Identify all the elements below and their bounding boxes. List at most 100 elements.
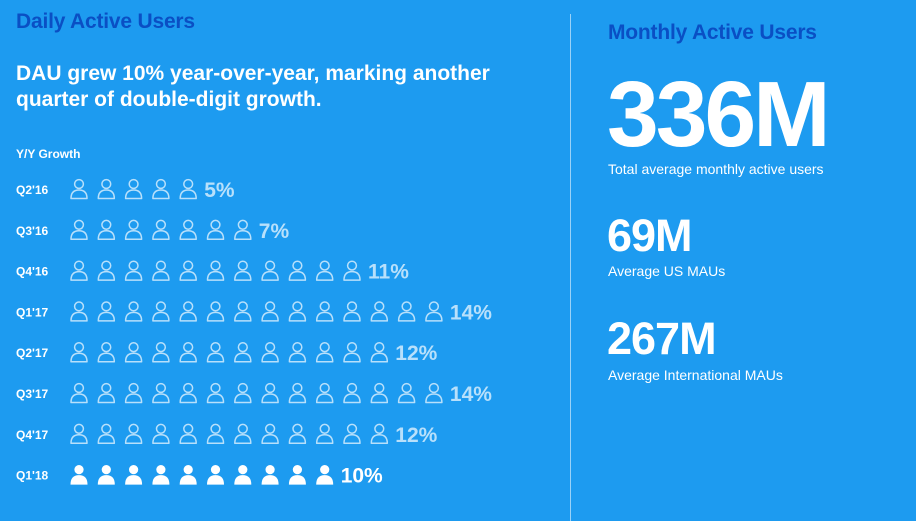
person-icon [288, 465, 306, 485]
person-icon [315, 342, 334, 363]
mau-section-title: Monthly Active Users [608, 21, 817, 44]
person-icon [234, 342, 252, 363]
person-icon [70, 178, 88, 200]
person-icon [152, 260, 170, 281]
person-icon [234, 301, 252, 322]
person-icon [97, 260, 116, 281]
person-icon [124, 178, 143, 200]
person-icon [124, 342, 143, 363]
person-icon [97, 301, 116, 322]
mau-intl-label: Average International MAUs [608, 367, 783, 383]
person-icon [370, 382, 389, 404]
person-icon [397, 382, 416, 404]
person-icon [234, 382, 252, 404]
category-label: Q2'16 [16, 183, 49, 197]
person-icon [152, 301, 170, 322]
person-icon [288, 342, 307, 363]
person-icon [315, 382, 334, 404]
person-icon [152, 178, 170, 200]
person-icon [370, 423, 389, 445]
person-icon [97, 382, 116, 404]
person-icon [425, 301, 443, 322]
chart-row: Q3'16 7% [16, 219, 290, 243]
person-icon [207, 465, 224, 485]
person-icon [70, 260, 88, 281]
value-label: 10% [341, 465, 383, 488]
person-icon [97, 342, 116, 363]
mau-intl-value: 267M [607, 313, 717, 364]
person-icon [70, 301, 88, 322]
mau-us-value: 69M [607, 210, 693, 261]
person-icon [234, 219, 252, 241]
person-icon [206, 219, 225, 241]
person-icon [97, 465, 115, 485]
category-label: Q3'17 [16, 387, 49, 401]
section-divider [570, 14, 571, 521]
chart-row: Q1'18 10% [16, 465, 383, 488]
person-icon [97, 423, 116, 445]
mau-us-label: Average US MAUs [608, 263, 726, 279]
person-icon [343, 382, 361, 404]
person-icon [261, 301, 279, 322]
person-icon [97, 219, 116, 241]
person-icon [261, 342, 279, 363]
person-icon [152, 342, 170, 363]
chart-row: Q1'17 14% [16, 301, 492, 324]
person-icon [179, 219, 197, 241]
chart-row: Q3'17 14% [16, 382, 492, 406]
person-icon [70, 423, 88, 445]
person-icon [152, 219, 170, 241]
value-label: 12% [395, 424, 437, 447]
person-icon [70, 342, 88, 363]
dau-growth-chart: Q2'16 5% Q3'16 7% Q4'16 11% Q1'17 14% Q2'17 12% Q3… [16, 178, 492, 488]
person-icon [261, 382, 279, 404]
value-label: 7% [259, 220, 290, 243]
chart-row: Q4'16 11% [16, 260, 409, 284]
person-icon [179, 382, 197, 404]
person-icon [70, 465, 88, 485]
person-icon [206, 423, 225, 445]
yoy-growth-label: Y/Y Growth [16, 147, 81, 161]
person-icon [261, 465, 279, 485]
person-icon [97, 178, 116, 200]
person-icon [124, 382, 143, 404]
person-icon [206, 382, 225, 404]
person-icon [179, 178, 197, 200]
dau-section-title: Daily Active Users [16, 10, 195, 33]
person-icon [125, 465, 143, 485]
person-icon [425, 382, 443, 404]
person-icon [288, 301, 307, 322]
category-label: Q3'16 [16, 224, 49, 238]
category-label: Q2'17 [16, 346, 49, 360]
person-icon [152, 382, 170, 404]
person-icon [370, 342, 389, 363]
person-icon [343, 423, 361, 445]
person-icon [261, 260, 279, 281]
person-icon [315, 260, 334, 281]
value-label: 11% [368, 261, 409, 284]
person-icon [234, 260, 252, 281]
chart-row: Q4'17 12% [16, 423, 438, 447]
chart-row: Q2'16 5% [16, 178, 235, 202]
person-icon [179, 342, 197, 363]
person-icon [288, 423, 307, 445]
person-icon [343, 301, 361, 322]
value-label: 5% [204, 179, 235, 202]
person-icon [70, 219, 88, 241]
person-icon [343, 342, 361, 363]
person-icon [124, 423, 143, 445]
chart-row: Q2'17 12% [16, 342, 438, 365]
person-icon [261, 423, 279, 445]
person-icon [179, 260, 197, 281]
person-icon [70, 382, 88, 404]
person-icon [152, 465, 170, 485]
person-icon [343, 260, 361, 281]
person-icon [206, 342, 225, 363]
mau-total-label: Total average monthly active users [608, 161, 824, 177]
value-label: 14% [450, 383, 492, 406]
person-icon [179, 423, 197, 445]
category-label: Q4'17 [16, 428, 49, 442]
person-icon [370, 301, 389, 322]
mau-total-value: 336M [607, 62, 831, 166]
person-icon [316, 465, 334, 485]
